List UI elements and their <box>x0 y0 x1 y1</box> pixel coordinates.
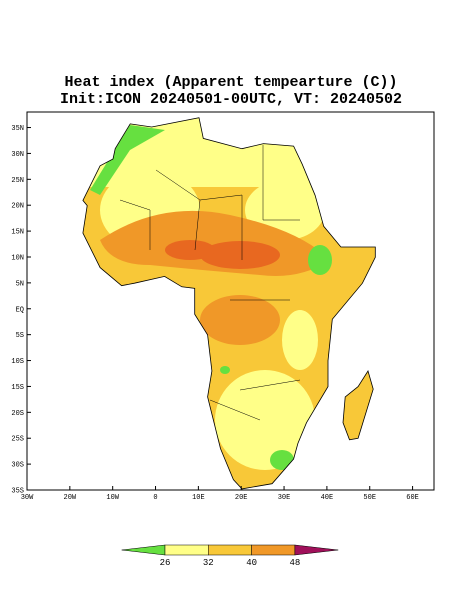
x-tick-label: 10W <box>106 494 119 502</box>
borders <box>119 145 301 421</box>
y-tick-label: 30N <box>11 151 24 159</box>
x-tick-label: 60E <box>406 494 419 502</box>
y-tick-label: 35N <box>11 125 24 133</box>
colorbar-label: 48 <box>289 558 300 568</box>
x-tick-label: 10E <box>192 494 205 502</box>
x-tick-label: 0 <box>153 494 157 502</box>
coastline <box>82 117 376 490</box>
x-tick-label: 20W <box>64 494 77 502</box>
y-tick-label: 10N <box>11 254 24 262</box>
x-tick-label: 40E <box>321 494 334 502</box>
map-frame <box>26 111 435 491</box>
x-tick-label: 50E <box>363 494 376 502</box>
y-tick-label: 20N <box>11 203 24 211</box>
x-tick-label: 20E <box>235 494 248 502</box>
y-tick-label: 30S <box>11 462 24 470</box>
y-tick-label: 15S <box>11 384 24 392</box>
y-tick-label: 20S <box>11 410 24 418</box>
title-line-2: Init:ICON 20240501-00UTC, VT: 20240502 <box>60 91 402 108</box>
colorbar-label: 40 <box>246 558 257 568</box>
y-tick-label: 5S <box>16 332 24 340</box>
title-line-1: Heat index (Apparent tempearture (C)) <box>64 74 397 91</box>
y-tick-label: 10S <box>11 358 24 366</box>
y-tick-label: 25N <box>11 177 24 185</box>
y-tick-label: 5N <box>16 280 24 288</box>
colorbar-label: 26 <box>160 558 171 568</box>
y-tick-label: EQ <box>16 306 24 314</box>
y-tick-label: 15N <box>11 229 24 237</box>
colorbar-bin <box>208 544 252 556</box>
colorbar-bin <box>164 544 209 556</box>
y-tick-label: 35S <box>11 488 24 496</box>
colorbar-bin <box>251 544 296 556</box>
colorbar-label: 32 <box>203 558 214 568</box>
x-tick-label: 30E <box>278 494 291 502</box>
y-tick-label: 25S <box>11 436 24 444</box>
x-tick-label: 30W <box>21 494 34 502</box>
colorbar-high <box>294 544 339 556</box>
